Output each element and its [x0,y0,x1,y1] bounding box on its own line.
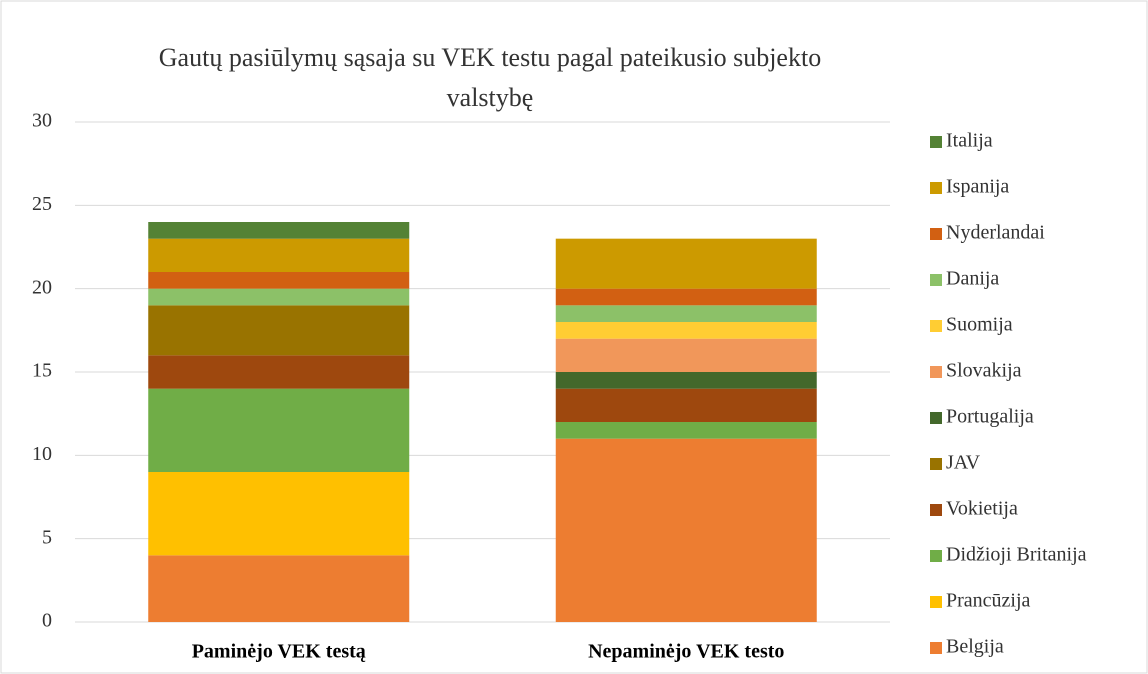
x-tick-label: Nepaminėjo VEK testo [588,641,784,663]
y-tick-label: 25 [32,193,52,215]
bar-segment [555,422,817,439]
legend-swatch [930,320,942,332]
legend-label: Portugalija [946,406,1034,428]
bar-segment [555,322,817,339]
legend-label: Vokietija [946,498,1018,520]
legend-label: Slovakija [946,360,1022,382]
y-tick-label: 15 [32,360,52,382]
bar-segment [555,438,817,622]
legend-label: Italija [946,130,993,152]
bar-segment [555,288,817,306]
bar-segment [148,238,410,272]
bar-segment [555,238,817,289]
bar-segment [148,305,410,356]
bar-segment [148,355,410,389]
legend-swatch [930,136,942,148]
x-tick-label: Paminėjo VEK testą [192,641,366,663]
legend-label: Nyderlandai [946,222,1045,244]
bar-segment [148,555,410,622]
legend-swatch [930,366,942,378]
bar-segment [148,272,410,289]
legend-label: Prancūzija [946,590,1031,612]
legend-swatch [930,504,942,516]
bar-segment [148,288,410,306]
legend-label: Suomija [946,314,1013,336]
y-tick-label: 30 [32,110,52,132]
legend-label: Ispanija [946,176,1009,198]
y-tick-label: 5 [42,526,52,548]
legend-swatch [930,182,942,194]
legend-swatch [930,412,942,424]
chart-title: Gautų pasiūlymų sąsaja su VEK testu paga… [158,43,822,112]
legend-label: Belgija [946,636,1004,658]
legend-label: JAV [946,452,981,474]
legend-swatch [930,274,942,286]
bar-segment [555,388,817,422]
legend-swatch [930,642,942,654]
bar-segment [555,372,817,389]
bar-segment [148,472,410,556]
legend-swatch [930,550,942,562]
legend-swatch [930,458,942,470]
bar-segment [148,388,410,472]
legend-label: Didžioji Britanija [946,544,1087,566]
bar-segment [148,222,410,239]
legend-swatch [930,596,942,608]
y-tick-label: 0 [42,610,52,632]
bar-segment [555,338,817,372]
y-tick-label: 20 [32,276,52,298]
legend-swatch [930,228,942,240]
bar-segment [555,305,817,322]
y-tick-label: 10 [32,443,52,465]
legend-label: Danija [946,268,999,290]
